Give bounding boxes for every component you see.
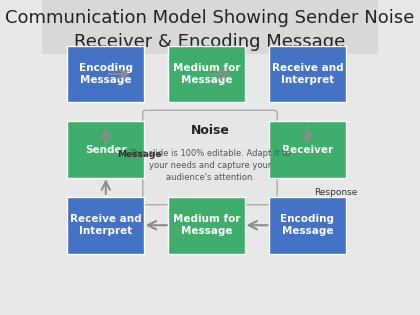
Text: Medium for
Message: Medium for Message [173, 214, 240, 237]
Text: Response: Response [314, 188, 357, 197]
FancyBboxPatch shape [269, 46, 346, 102]
Text: Communication Model Showing Sender Noise
Receiver & Encoding Message: Communication Model Showing Sender Noise… [5, 9, 415, 51]
FancyBboxPatch shape [168, 197, 245, 254]
FancyBboxPatch shape [168, 46, 245, 102]
Text: Encoding
Message: Encoding Message [281, 214, 334, 237]
FancyBboxPatch shape [67, 46, 144, 102]
Text: Encoding
Message: Encoding Message [79, 63, 133, 85]
Text: Sender: Sender [85, 145, 127, 155]
Text: Receive and
Interpret: Receive and Interpret [70, 214, 142, 237]
FancyBboxPatch shape [269, 121, 346, 178]
FancyBboxPatch shape [67, 197, 144, 254]
FancyBboxPatch shape [42, 0, 378, 54]
Text: Receive and
Interpret: Receive and Interpret [272, 63, 343, 85]
Text: This slide is 100% editable. Adapt it to
your needs and capture your
audience's : This slide is 100% editable. Adapt it to… [129, 149, 291, 182]
FancyBboxPatch shape [67, 121, 144, 178]
FancyBboxPatch shape [269, 197, 346, 254]
FancyBboxPatch shape [143, 110, 277, 205]
Text: Medium for
Message: Medium for Message [173, 63, 240, 85]
Text: Noise: Noise [191, 124, 229, 137]
Text: Message: Message [118, 150, 162, 159]
Text: Receiver: Receiver [282, 145, 333, 155]
